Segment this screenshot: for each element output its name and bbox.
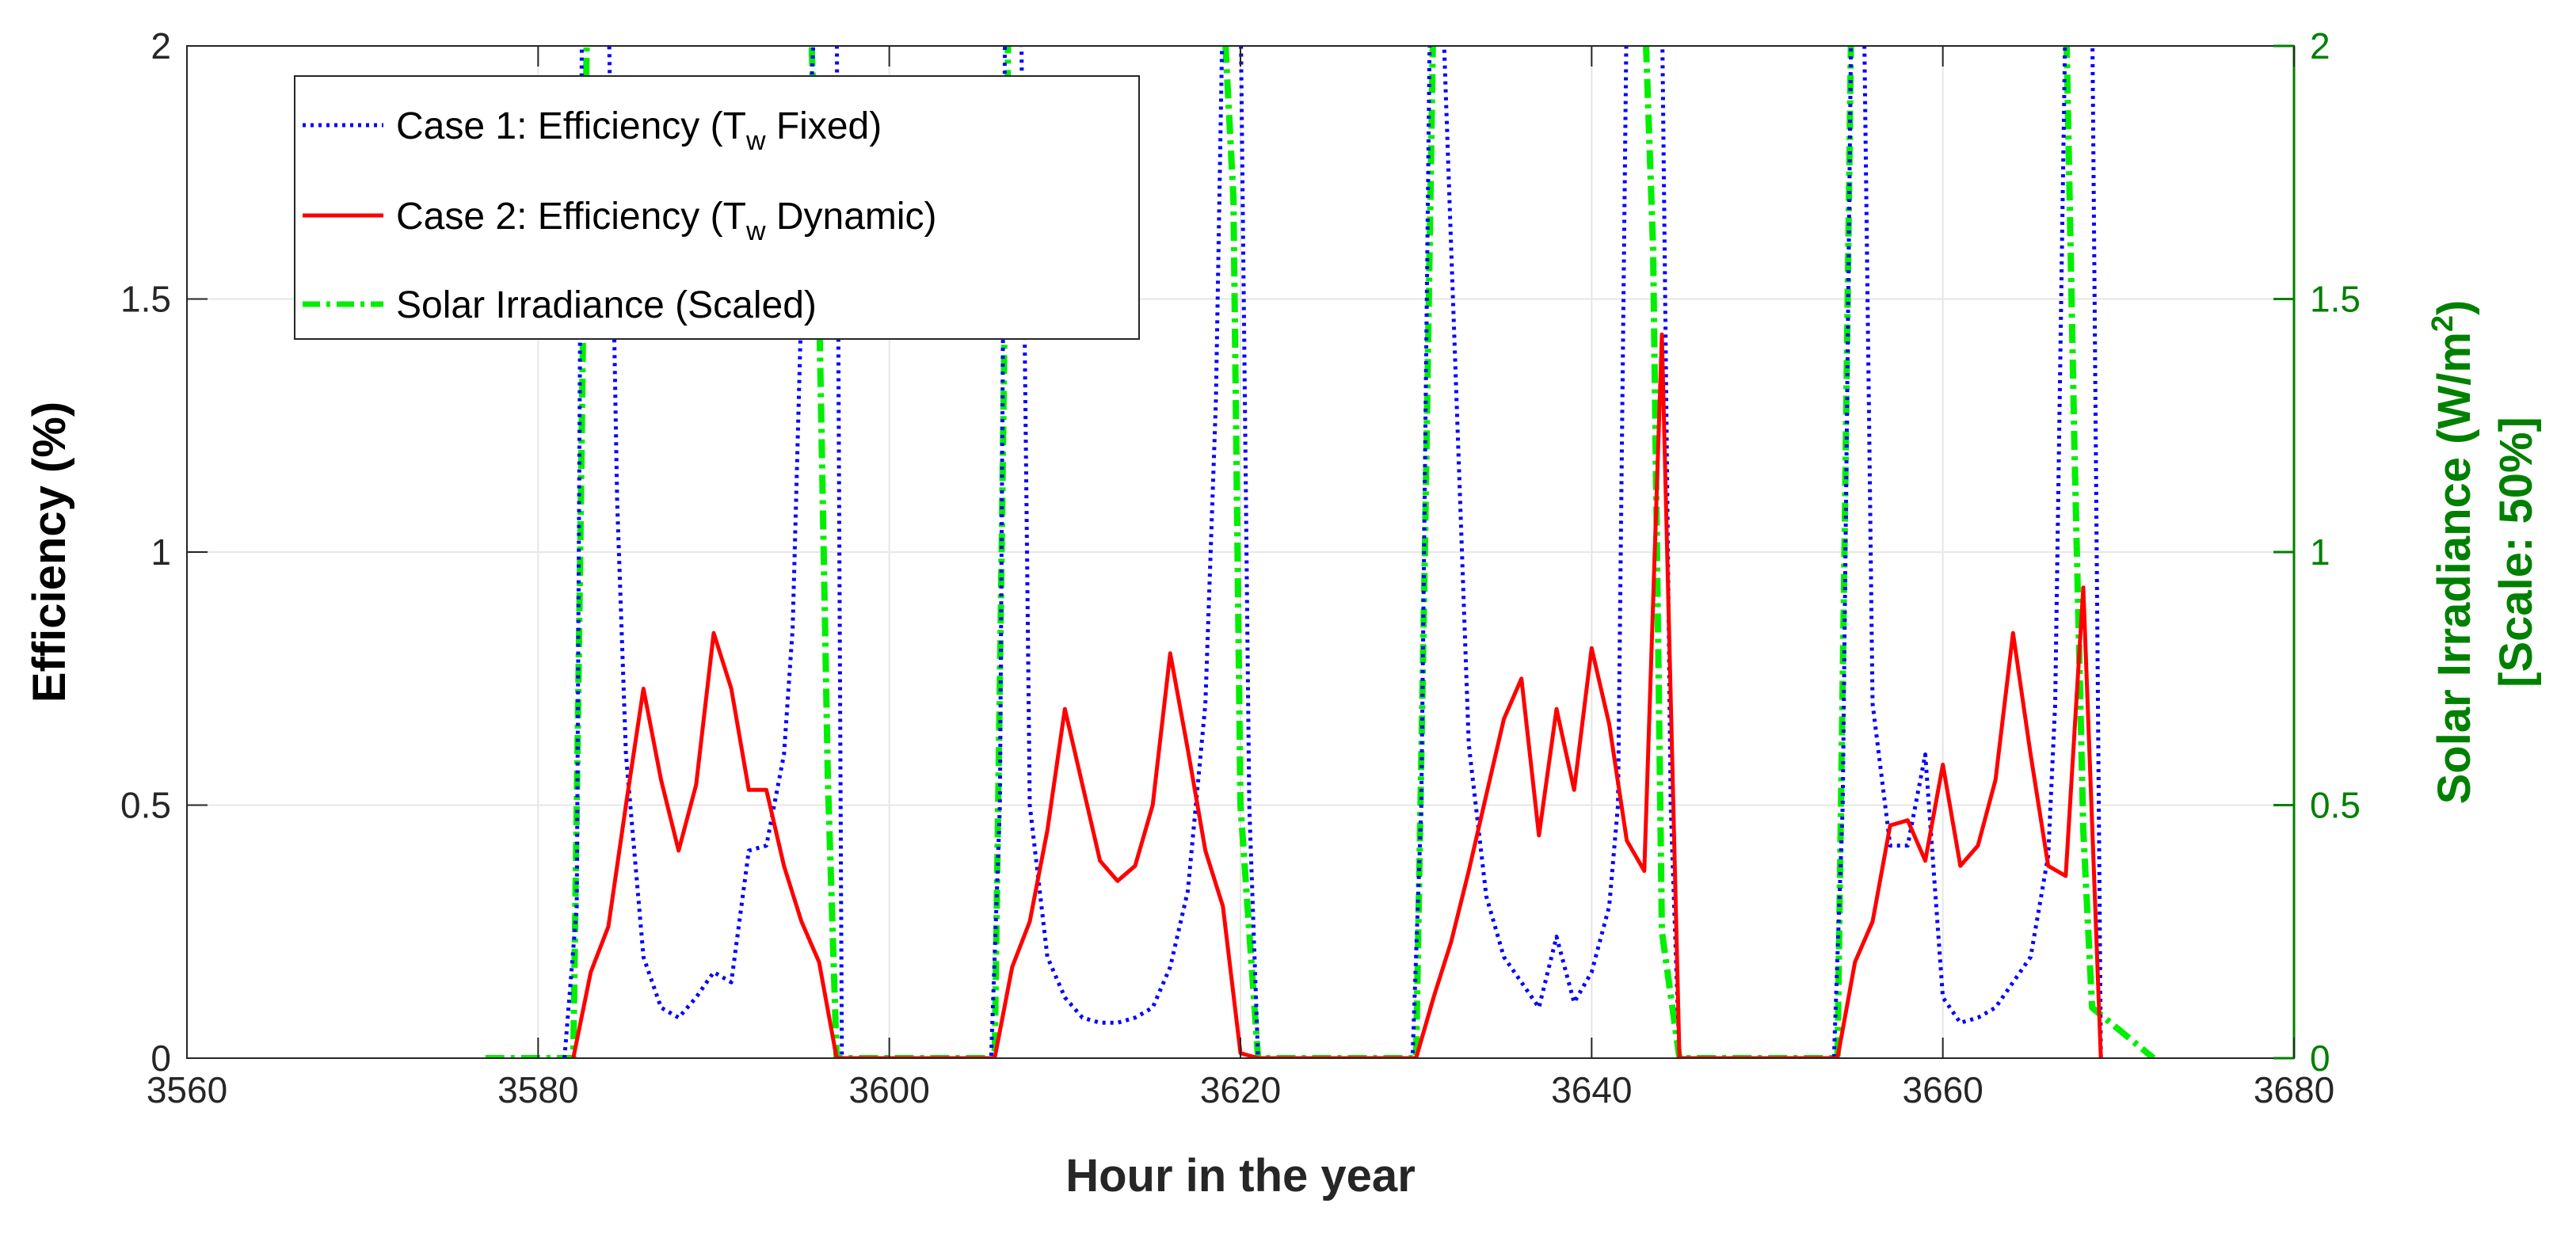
x-tick-label: 3580 [497, 1069, 578, 1110]
legend-entry-solar: Solar Irradiance (Scaled) [303, 284, 817, 326]
x-tick-label: 3640 [1551, 1069, 1632, 1110]
legend-label-solar: Solar Irradiance (Scaled) [396, 284, 817, 326]
x-tick-label: 3600 [848, 1069, 929, 1110]
legend-case1-sub: w [745, 126, 766, 156]
y-tick-label-right: 2 [2310, 25, 2330, 67]
legend-box [294, 75, 1140, 340]
legend-case1-prefix: Case 1: Efficiency (T [396, 105, 746, 147]
x-tick-label: 3560 [147, 1069, 227, 1110]
y-axis-title-right-line2: [Scale: 50%] [2490, 417, 2542, 687]
right-title-superscript: 2 [2426, 315, 2460, 332]
y-axis-title-left: Efficiency (%) [24, 402, 75, 703]
legend-entry-case1: Case 1: Efficiency (Tw Fixed) [303, 105, 882, 156]
x-axis-title: Hour in the year [1065, 1150, 1416, 1202]
ticks: 3560 3580 3600 3620 3640 3660 368000.511.5200.… [120, 25, 2361, 1110]
x-tick-label: 3680 [2254, 1069, 2334, 1110]
y-tick-label-right: 0.5 [2310, 785, 2361, 826]
legend-entry-case2: Case 2: Efficiency (Tw Dynamic) [303, 196, 937, 246]
y-axis-title-right-line1: Solar Irradiance (W/m2) [2426, 300, 2480, 805]
y-tick-label-left: 2 [151, 25, 171, 67]
x-tick-label: 3660 [1902, 1069, 1983, 1110]
y-tick-label-right: 1 [2310, 531, 2330, 573]
legend-case2-prefix: Case 2: Efficiency (T [396, 196, 746, 238]
y-tick-label-left: 0 [151, 1038, 171, 1079]
right-title-main: Solar Irradiance (W/m [2429, 332, 2480, 804]
series-group [485, 46, 2156, 1058]
x-tick-label: 3620 [1200, 1069, 1281, 1110]
legend-case1-suffix: Fixed) [766, 105, 882, 147]
y-tick-label-left: 1.5 [120, 279, 171, 320]
y-tick-label-left: 1 [151, 531, 171, 573]
y-tick-label-left: 0.5 [120, 785, 171, 826]
legend: Case 1: Efficiency (Tw Fixed) Case 2: Ef… [294, 75, 1140, 340]
y-tick-label-right: 1.5 [2310, 279, 2361, 320]
series-case1-line [562, 46, 2103, 1058]
legend-case2-suffix: Dynamic) [766, 196, 937, 238]
legend-case2-sub: w [745, 216, 766, 246]
legend-label-case2: Case 2: Efficiency (Tw Dynamic) [396, 196, 937, 246]
series-case2-line [571, 332, 2103, 1058]
right-title-close: ) [2429, 300, 2480, 315]
y-tick-label-right: 0 [2310, 1038, 2330, 1079]
legend-label-case1: Case 1: Efficiency (Tw Fixed) [396, 105, 882, 156]
